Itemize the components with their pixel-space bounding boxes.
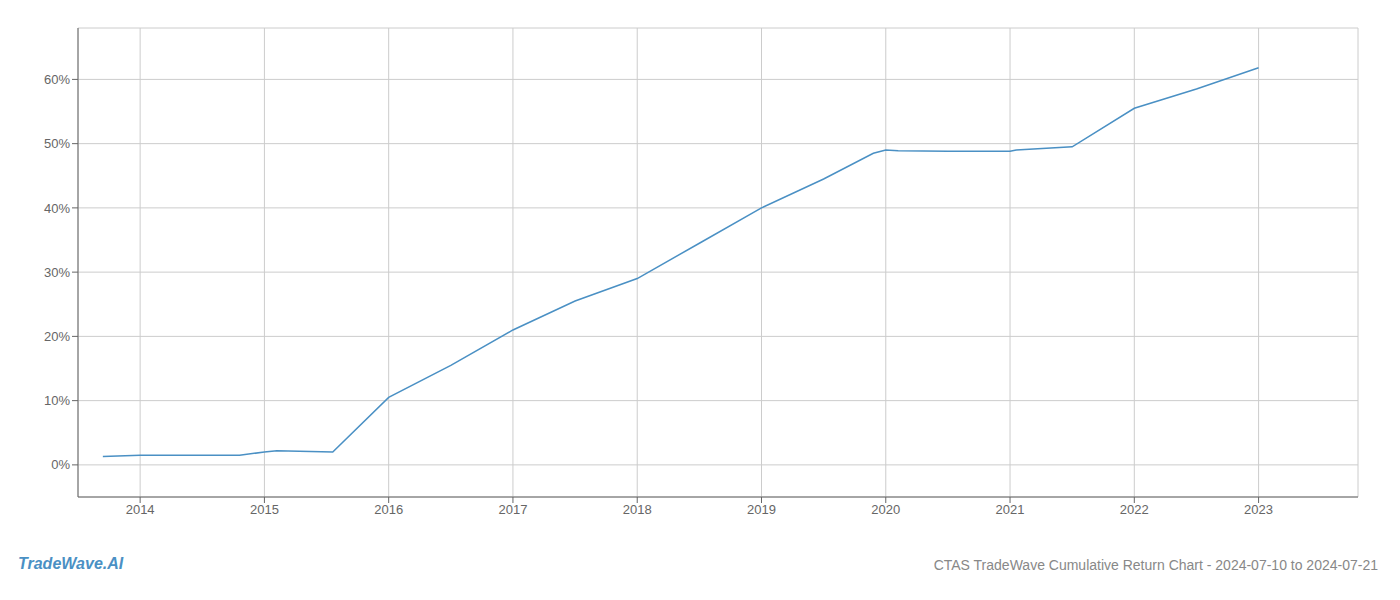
- svg-text:30%: 30%: [44, 265, 70, 280]
- svg-text:10%: 10%: [44, 393, 70, 408]
- svg-text:20%: 20%: [44, 329, 70, 344]
- svg-text:2022: 2022: [1120, 502, 1149, 517]
- svg-text:2020: 2020: [871, 502, 900, 517]
- svg-text:2017: 2017: [498, 502, 527, 517]
- svg-text:40%: 40%: [44, 201, 70, 216]
- svg-text:2021: 2021: [996, 502, 1025, 517]
- svg-text:2016: 2016: [374, 502, 403, 517]
- svg-text:2019: 2019: [747, 502, 776, 517]
- svg-text:2015: 2015: [250, 502, 279, 517]
- html-text:TradeWave.AI: TradeWave.AI: [18, 555, 124, 572]
- svg-text:60%: 60%: [44, 72, 70, 87]
- html-text:CTAS TradeWave Cumulative Retu: CTAS TradeWave Cumulative Return Chart -…: [933, 557, 1378, 573]
- svg-text:2023: 2023: [1244, 502, 1273, 517]
- svg-text:0%: 0%: [51, 457, 70, 472]
- svg-text:2018: 2018: [623, 502, 652, 517]
- svg-text:2014: 2014: [126, 502, 155, 517]
- svg-text:50%: 50%: [44, 136, 70, 151]
